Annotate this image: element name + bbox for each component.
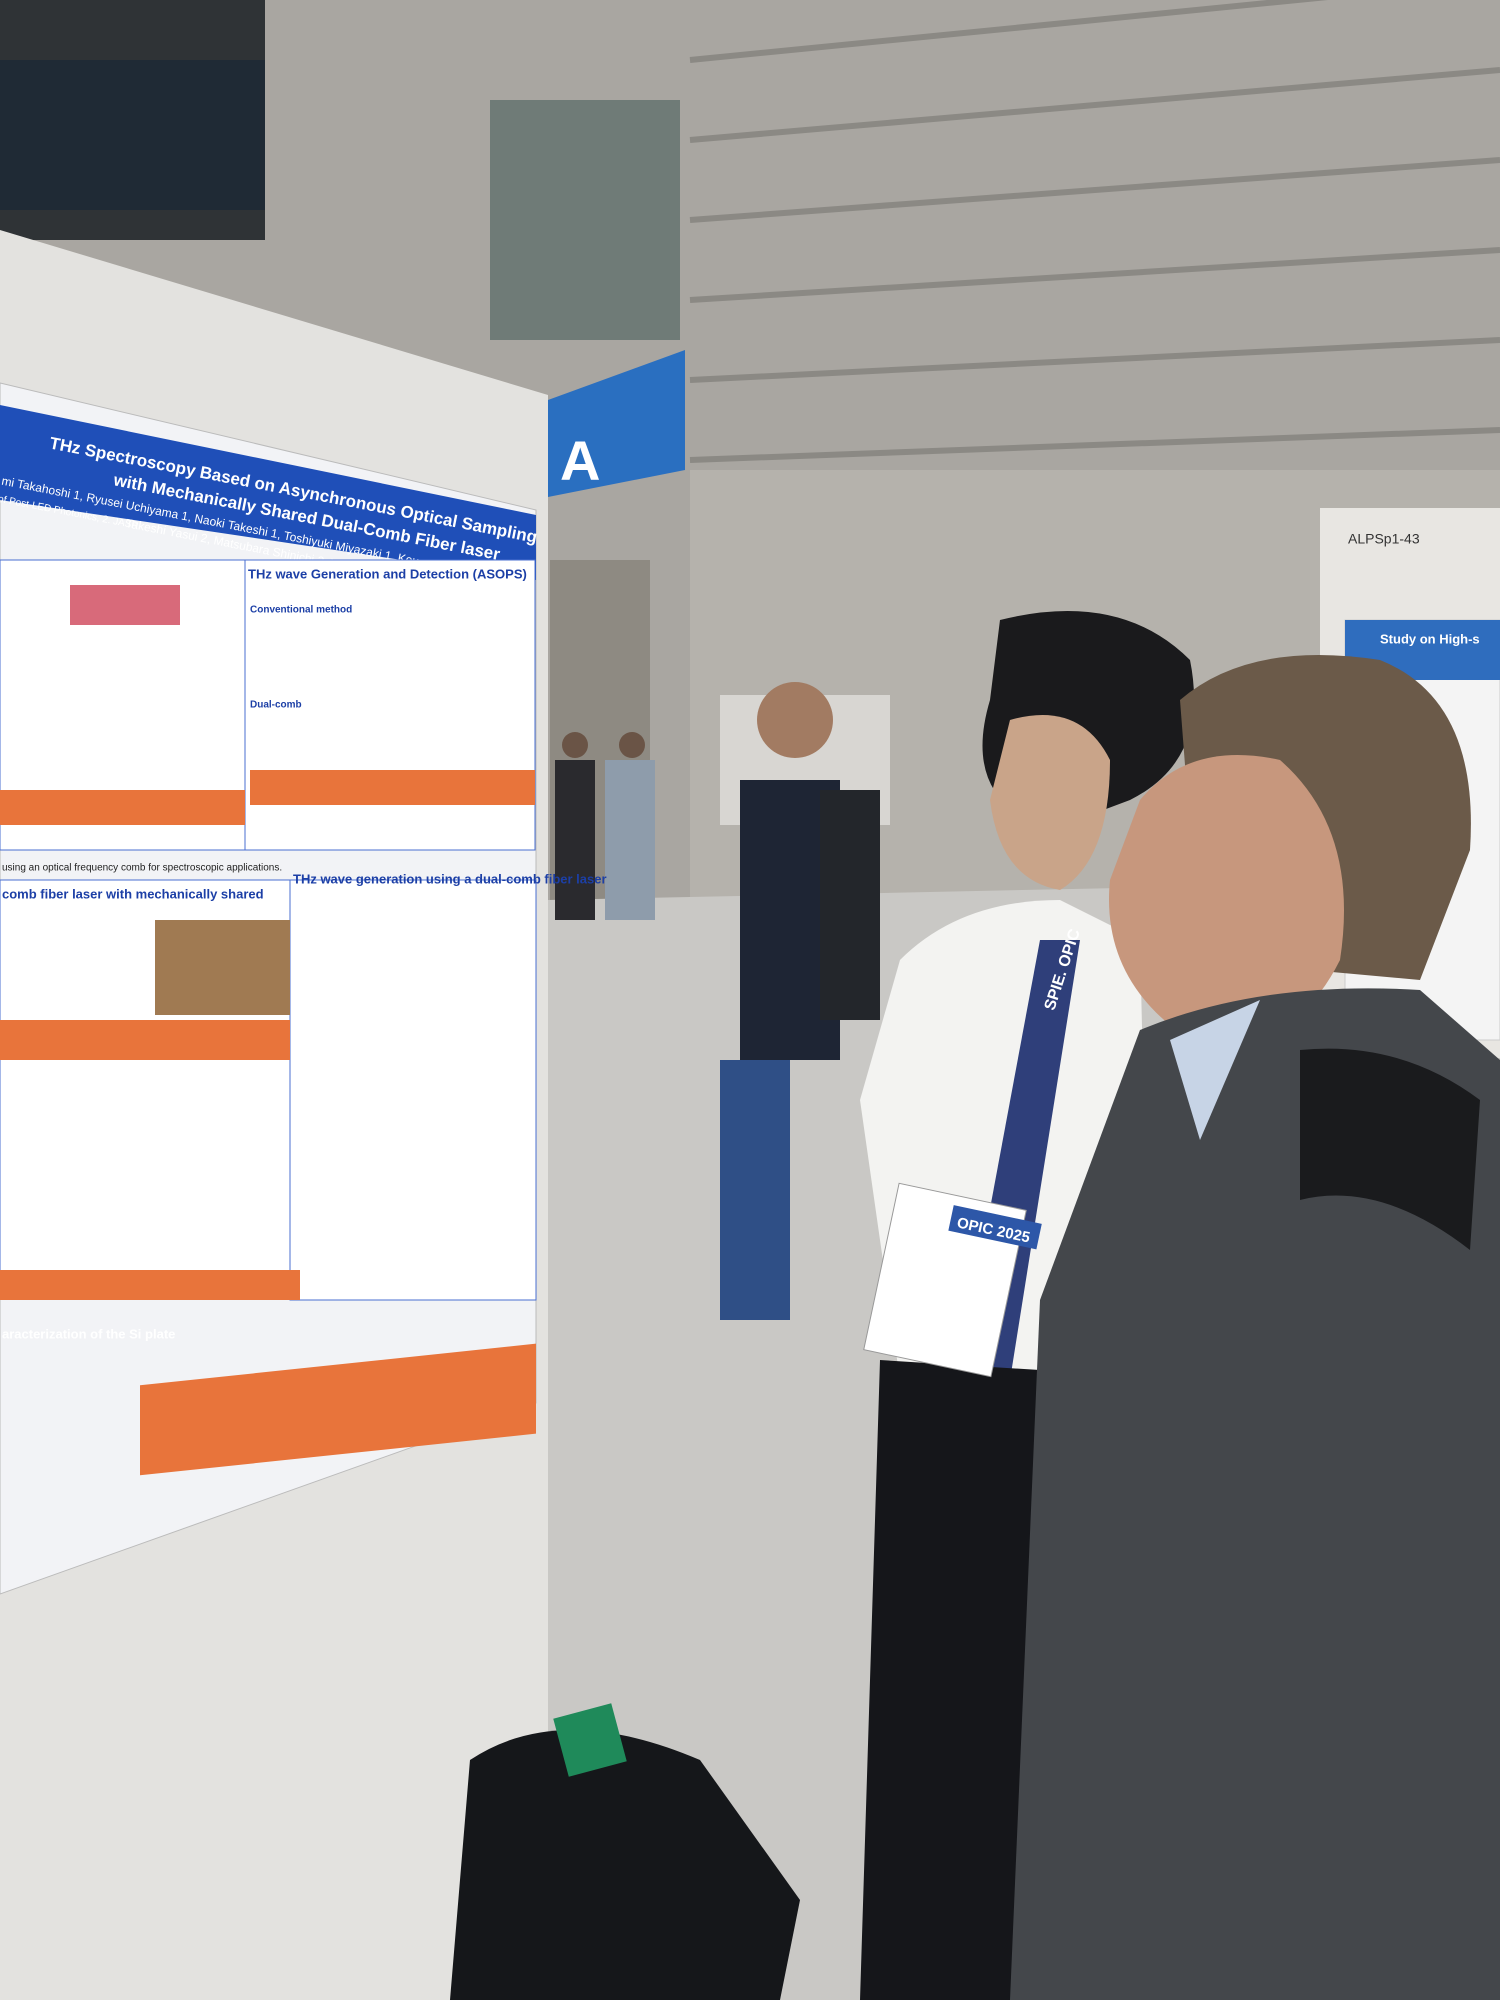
section-heading: Dual-comb <box>250 700 302 711</box>
bag <box>450 1730 800 2000</box>
section-heading: comb fiber laser with mechanically share… <box>2 886 264 901</box>
folder <box>553 1703 627 1777</box>
badge-strip <box>948 1205 1042 1250</box>
section-heading: THz wave Generation and Detection (ASOPS… <box>248 566 527 581</box>
poster-header <box>0 405 536 580</box>
backpack-strap <box>1300 1048 1480 1250</box>
poster-text: using an optical frequency comb for spec… <box>2 863 282 874</box>
section-heading: THz wave generation using a dual-comb fi… <box>293 871 607 886</box>
trousers <box>860 1360 1040 2000</box>
next-poster-title: Study on High-s <box>1380 631 1480 646</box>
face <box>990 715 1110 890</box>
section-heading: Conventional method <box>250 605 352 616</box>
window <box>490 100 680 340</box>
poster-panels <box>0 559 537 1476</box>
collar <box>1170 1000 1260 1140</box>
section-heading: aracterization of the Si plate <box>2 1326 175 1341</box>
dark-beam <box>0 60 265 210</box>
hall-letter: A <box>560 429 600 492</box>
face <box>1109 755 1344 1044</box>
wall-stripes <box>689 0 1500 463</box>
board-number: ALPSp1-43 <box>1348 531 1420 547</box>
jacket <box>1010 988 1500 2000</box>
hall-sign <box>548 350 685 497</box>
background-people <box>555 682 880 1320</box>
